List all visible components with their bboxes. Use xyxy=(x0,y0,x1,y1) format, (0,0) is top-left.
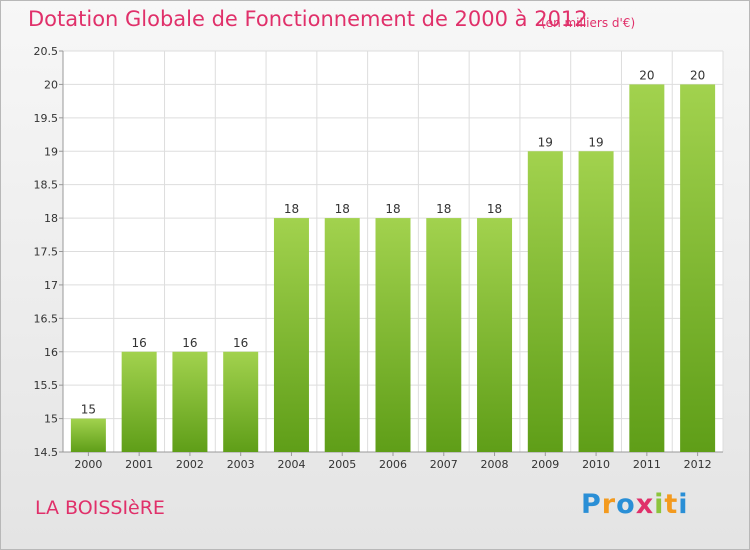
data-label-2002: 16 xyxy=(182,336,197,350)
bar-2009 xyxy=(527,151,563,452)
x-tick-label-2000: 2000 xyxy=(74,458,102,471)
y-tick-label: 15 xyxy=(44,413,58,426)
y-tick-label: 19 xyxy=(44,145,58,158)
bar-2008 xyxy=(477,218,513,452)
x-tick-labels: 2000 2001 2002 2003 2004 2005 2006 2007 2008 2009… xyxy=(74,458,711,471)
proxiti-logo: Proxiti xyxy=(581,489,689,520)
data-label-2006: 18 xyxy=(385,202,400,216)
x-tick-label-2005: 2005 xyxy=(328,458,356,471)
x-tick-label-2012: 2012 xyxy=(684,458,712,471)
y-tick-label: 14.5 xyxy=(34,446,59,459)
place-name: LA BOISSIèRE xyxy=(35,497,165,519)
data-label-2009: 19 xyxy=(538,135,553,149)
chart-title: Dotation Globale de Fonctionnement de 20… xyxy=(28,7,588,31)
y-tick-label: 16.5 xyxy=(34,312,59,325)
y-tick-label: 17 xyxy=(44,279,58,292)
data-label-2001: 16 xyxy=(132,336,147,350)
bar-2004 xyxy=(273,218,309,452)
bar-2001 xyxy=(121,351,157,452)
x-tick-label-2011: 2011 xyxy=(633,458,661,471)
y-tick-label: 15.5 xyxy=(34,379,59,392)
bar-2000 xyxy=(70,418,106,452)
y-tick-label: 19.5 xyxy=(34,112,59,125)
x-tick-label-2007: 2007 xyxy=(430,458,458,471)
data-label-2012: 20 xyxy=(690,68,705,82)
y-tick-label: 20.5 xyxy=(34,45,59,58)
unit-note: (en milliers d'€) xyxy=(541,16,636,30)
bars xyxy=(70,84,716,453)
data-label-2004: 18 xyxy=(284,202,299,216)
bar-2003 xyxy=(223,351,259,452)
bar-2011 xyxy=(629,84,665,453)
data-label-2003: 16 xyxy=(233,336,248,350)
y-tick-label: 17.5 xyxy=(34,246,59,259)
y-tick-label: 18.5 xyxy=(34,179,59,192)
bar-2002 xyxy=(172,351,208,452)
data-label-2000: 15 xyxy=(81,403,96,417)
y-tick-label: 20 xyxy=(44,78,58,91)
bar-2012 xyxy=(680,84,716,453)
y-tick-label: 18 xyxy=(44,212,58,225)
x-tick-label-2004: 2004 xyxy=(277,458,305,471)
bar-2005 xyxy=(324,218,360,452)
x-tick-label-2001: 2001 xyxy=(125,458,153,471)
y-tick-labels: 14.5 15 15.5 16 16.5 17 17.5 18 18.5 19 19.5 20 20.5 xyxy=(34,45,59,459)
x-tick-label-2003: 2003 xyxy=(227,458,255,471)
x-tick-label-2002: 2002 xyxy=(176,458,204,471)
x-tick-label-2008: 2008 xyxy=(481,458,509,471)
data-label-2010: 19 xyxy=(588,135,603,149)
data-label-2005: 18 xyxy=(335,202,350,216)
data-label-2007: 18 xyxy=(436,202,451,216)
x-tick-label-2010: 2010 xyxy=(582,458,610,471)
x-tick-label-2006: 2006 xyxy=(379,458,407,471)
data-label-2008: 18 xyxy=(487,202,502,216)
bar-2007 xyxy=(426,218,462,452)
y-tick-label: 16 xyxy=(44,346,58,359)
data-labels: 15 16 16 16 18 18 18 18 18 19 19 20 20 xyxy=(81,68,706,416)
data-label-2011: 20 xyxy=(639,68,654,82)
bar-2010 xyxy=(578,151,614,452)
x-tick-label-2009: 2009 xyxy=(531,458,559,471)
bar-2006 xyxy=(375,218,411,452)
